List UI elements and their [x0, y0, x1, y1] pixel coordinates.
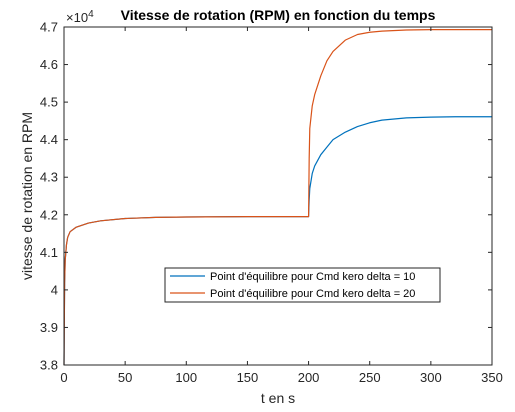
legend-label-delta-20: Point d'équilibre pour Cmd kero delta = … [210, 288, 415, 300]
y-exponent-power: 4 [88, 9, 94, 20]
y-tick-label: 3.8 [40, 358, 58, 373]
series-line-2 [63, 29, 492, 366]
y-tick-label: 4.1 [40, 245, 58, 260]
x-tick-label: 50 [118, 370, 132, 385]
x-tick-label: 250 [359, 370, 381, 385]
series-layer [63, 29, 492, 366]
y-axis-label: vitesse de rotation en RPM [19, 112, 35, 280]
x-tick-label: 0 [60, 370, 67, 385]
y-tick-label: 4.7 [40, 20, 58, 35]
legend-box [164, 267, 441, 303]
x-tick-label: 300 [420, 370, 442, 385]
y-tick-label: 4.4 [40, 132, 58, 147]
tick-layer: 0 50 100 150 200 250 300 350 3.8 3.9 4 4.1 4.2 4.3 4.4… [40, 20, 503, 386]
y-tick-label: 3.9 [40, 320, 58, 335]
legend-label-delta-10: Point d'équilibre pour Cmd kero delta = … [210, 271, 415, 283]
plot-background [64, 27, 492, 365]
y-exponent-label: ×104 [66, 9, 94, 25]
x-tick-label: 200 [298, 370, 320, 385]
x-tick-label: 100 [175, 370, 197, 385]
x-axis-label: t en s [261, 390, 295, 406]
legend: Point d'équilibre pour Cmd kero delta = … [164, 267, 441, 303]
y-tick-label: 4 [51, 282, 58, 297]
x-tick-label: 150 [237, 370, 259, 385]
y-tick-label: 4.6 [40, 57, 58, 72]
x-tick-label: 350 [481, 370, 503, 385]
y-tick-label: 4.2 [40, 207, 58, 222]
y-tick-label: 4.3 [40, 170, 58, 185]
plot-frame [63, 26, 493, 366]
chart-title: Vitesse de rotation (RPM) en fonction du… [121, 7, 436, 23]
y-tick-label: 4.5 [40, 95, 58, 110]
